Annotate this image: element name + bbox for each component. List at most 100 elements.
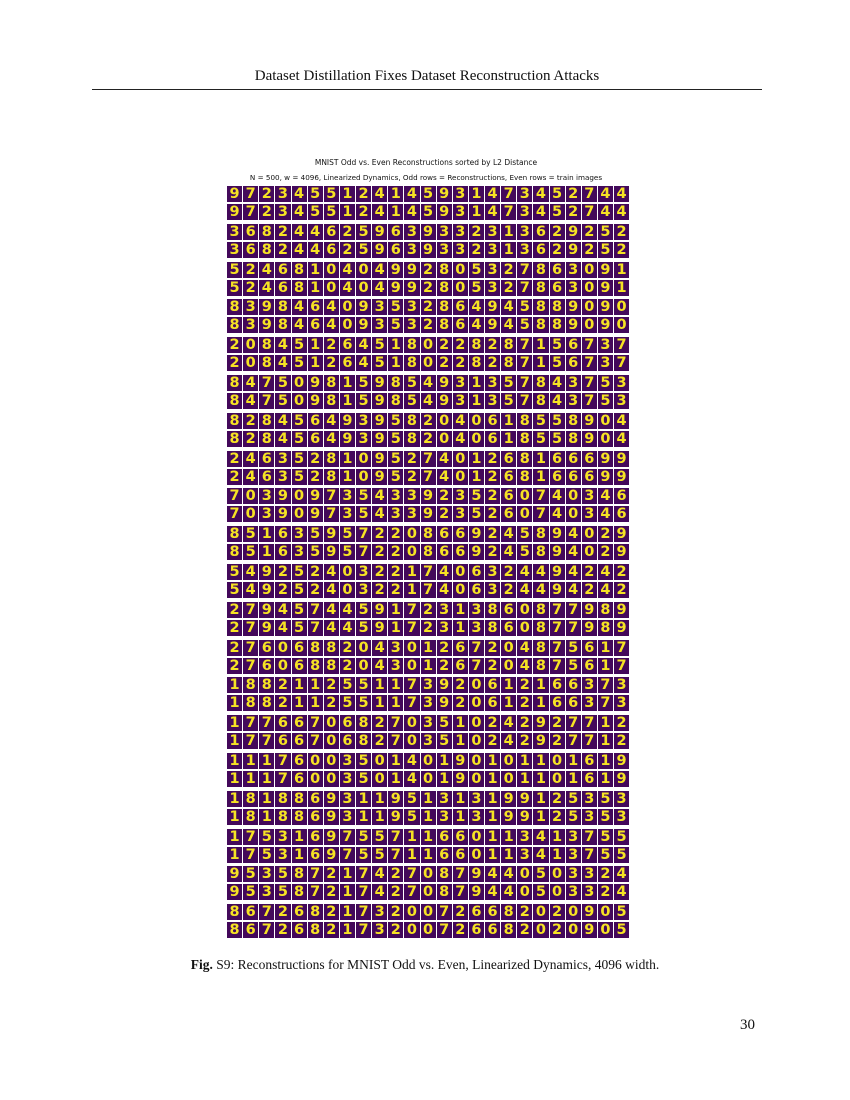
reconstructed-digit-image: 6 bbox=[243, 223, 259, 240]
train-digit-image: 9 bbox=[597, 468, 613, 485]
train-digit-image: 9 bbox=[501, 808, 517, 825]
reconstructed-digit-image: 0 bbox=[356, 639, 372, 656]
train-digit-image: 9 bbox=[614, 619, 630, 636]
train-digit-image: 1 bbox=[420, 657, 436, 674]
reconstructed-digit-image: 8 bbox=[565, 412, 581, 429]
train-digit-image: 7 bbox=[597, 695, 613, 712]
train-digit-image: 8 bbox=[291, 884, 307, 901]
train-digit-image: 5 bbox=[372, 846, 388, 863]
reconstructed-digit-image: 0 bbox=[372, 753, 388, 769]
train-digit-image: 4 bbox=[533, 582, 549, 598]
reconstructed-digit-image: 1 bbox=[485, 790, 501, 807]
reconstructed-digit-image: 6 bbox=[549, 261, 565, 278]
reconstructed-digit-image: 6 bbox=[452, 639, 468, 656]
reconstructed-digit-image: 2 bbox=[372, 564, 388, 580]
train-digit-image: 9 bbox=[420, 506, 436, 523]
train-digit-image: 3 bbox=[436, 808, 452, 825]
train-digit-image: 1 bbox=[549, 846, 565, 863]
train-digit-image: 8 bbox=[243, 695, 259, 712]
train-digit-image: 4 bbox=[517, 657, 533, 674]
train-digit-image: 4 bbox=[243, 582, 259, 598]
train-digit-image: 9 bbox=[581, 430, 597, 447]
train-digit-image: 4 bbox=[339, 619, 355, 636]
reconstructed-digit-image: 7 bbox=[243, 828, 259, 845]
train-digit-image: 2 bbox=[227, 355, 243, 372]
reconstructed-digit-image: 0 bbox=[356, 450, 372, 467]
reconstructed-digit-image: 8 bbox=[291, 790, 307, 807]
reconstructed-digit-image: 3 bbox=[614, 790, 630, 807]
train-digit-image: 4 bbox=[404, 204, 420, 220]
train-digit-image: 1 bbox=[227, 771, 243, 787]
train-digit-image: 8 bbox=[227, 317, 243, 334]
reconstructed-digit-image: 8 bbox=[227, 412, 243, 429]
train-digit-image: 9 bbox=[436, 204, 452, 220]
reconstructed-digit-image: 1 bbox=[436, 753, 452, 769]
train-digit-image: 5 bbox=[388, 468, 404, 485]
reconstructed-digit-image: 9 bbox=[339, 412, 355, 429]
train-digit-image: 9 bbox=[436, 695, 452, 712]
train-digit-image: 2 bbox=[420, 619, 436, 636]
train-digit-image: 6 bbox=[259, 468, 275, 485]
reconstructed-digit-image: 3 bbox=[275, 828, 291, 845]
train-digit-image: 3 bbox=[452, 393, 468, 409]
train-digit-image: 4 bbox=[614, 204, 630, 220]
reconstructed-digit-image: 0 bbox=[291, 375, 307, 391]
reconstructed-digit-image: 9 bbox=[597, 299, 613, 316]
reconstructed-digit-image: 0 bbox=[468, 677, 484, 694]
train-digit-image: 9 bbox=[420, 241, 436, 258]
train-digit-image: 2 bbox=[323, 884, 339, 901]
reconstructed-digit-image: 4 bbox=[468, 299, 484, 316]
train-digit-image: 2 bbox=[452, 695, 468, 712]
reconstructed-digit-image: 6 bbox=[259, 450, 275, 467]
reconstructed-digit-image: 1 bbox=[565, 753, 581, 769]
reconstructed-digit-image: 4 bbox=[485, 866, 501, 883]
train-digit-image: 0 bbox=[501, 771, 517, 787]
reconstructed-digit-image: 2 bbox=[597, 866, 613, 883]
train-digit-image: 7 bbox=[404, 695, 420, 712]
reconstructed-digit-image: 1 bbox=[339, 904, 355, 921]
reconstructed-digit-image: 0 bbox=[501, 753, 517, 769]
train-digit-image: 2 bbox=[452, 355, 468, 372]
train-digit-image: 7 bbox=[614, 657, 630, 674]
reconstructed-digit-image: 1 bbox=[452, 715, 468, 732]
train-digit-image: 3 bbox=[565, 846, 581, 863]
reconstructed-digit-image: 7 bbox=[243, 639, 259, 656]
reconstructed-digit-image: 1 bbox=[291, 828, 307, 845]
train-digit-image: 2 bbox=[517, 695, 533, 712]
train-digit-image: 9 bbox=[485, 317, 501, 334]
reconstructed-digit-image: 1 bbox=[307, 337, 323, 354]
reconstructed-digit-image: 2 bbox=[323, 337, 339, 354]
reconstructed-digit-image: 2 bbox=[436, 488, 452, 505]
reconstructed-digit-image: 6 bbox=[307, 828, 323, 845]
train-digit-image: 6 bbox=[485, 695, 501, 712]
reconstructed-digit-image: 4 bbox=[291, 186, 307, 202]
reconstructed-digit-image: 3 bbox=[565, 261, 581, 278]
train-digit-image: 8 bbox=[501, 355, 517, 372]
reconstructed-digit-image: 0 bbox=[468, 715, 484, 732]
train-digit-image: 7 bbox=[275, 771, 291, 787]
reconstructed-digit-image: 8 bbox=[323, 639, 339, 656]
reconstructed-digit-image: 9 bbox=[372, 375, 388, 391]
reconstructed-digit-image: 8 bbox=[404, 337, 420, 354]
reconstructed-digit-image: 6 bbox=[339, 337, 355, 354]
train-digit-image: 6 bbox=[452, 657, 468, 674]
train-digit-image: 1 bbox=[388, 204, 404, 220]
reconstructed-digit-image: 8 bbox=[291, 261, 307, 278]
train-digit-image: 3 bbox=[517, 241, 533, 258]
reconstructed-digit-image: 5 bbox=[275, 866, 291, 883]
reconstructed-digit-image: 3 bbox=[339, 753, 355, 769]
reconstructed-digit-image: 2 bbox=[388, 564, 404, 580]
train-digit-image: 0 bbox=[356, 468, 372, 485]
train-digit-image: 2 bbox=[275, 695, 291, 712]
reconstructed-digit-image: 6 bbox=[339, 715, 355, 732]
train-digit-image: 5 bbox=[597, 846, 613, 863]
train-digit-image: 0 bbox=[517, 619, 533, 636]
train-digit-image: 4 bbox=[549, 506, 565, 523]
reconstructed-digit-image: 1 bbox=[227, 677, 243, 694]
